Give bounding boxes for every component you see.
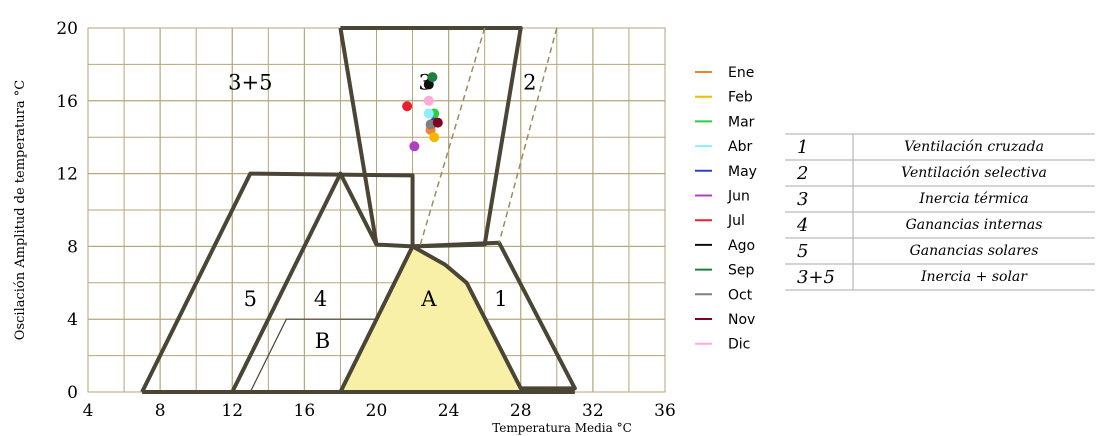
data-point	[409, 141, 420, 152]
legend-label: Oct	[728, 287, 753, 303]
table-number: 3+5	[797, 267, 835, 288]
data-point	[429, 132, 440, 143]
zone-label: A	[420, 287, 437, 311]
zone-outline	[140, 171, 415, 393]
x-tick-label: 36	[654, 401, 676, 421]
legend-label: Dic	[728, 337, 750, 353]
x-tick-label: 8	[155, 401, 166, 421]
x-tick-label: 4	[83, 401, 94, 421]
y-tick-label: 20	[56, 19, 78, 39]
legend-label: Abr	[728, 139, 752, 155]
data-point	[423, 108, 434, 119]
table-description: Ventilación selectiva	[901, 165, 1047, 181]
zone-outline	[419, 27, 486, 247]
x-axis-label: Temperatura Media °C	[492, 421, 632, 435]
table-description: Inercia térmica	[918, 191, 1028, 207]
legend-label: May	[728, 164, 757, 180]
legend-label: Feb	[728, 90, 753, 106]
x-tick-label: 32	[582, 401, 604, 421]
data-point	[402, 101, 413, 112]
data-point	[427, 72, 438, 83]
zone-label: 5	[244, 287, 257, 311]
zone-label: 4	[314, 287, 327, 311]
zone-label: 2	[523, 71, 536, 95]
y-tick-label: 16	[56, 92, 78, 112]
y-tick-label: 4	[67, 310, 78, 330]
table-description: Inercia + solar	[920, 269, 1028, 285]
x-tick-label: 24	[438, 401, 460, 421]
legend-label: Jun	[727, 189, 750, 205]
legend-label: Ene	[728, 65, 754, 81]
table-number: 5	[797, 241, 808, 262]
x-tick-label: 16	[294, 401, 316, 421]
y-axis-label: Oscilación Amplitud de temperatura °C	[13, 80, 28, 340]
table-number: 3	[797, 189, 808, 210]
data-point	[423, 95, 434, 106]
table-description: Ganancias solares	[910, 243, 1039, 259]
zone-outline	[498, 27, 558, 243]
zone-outline	[249, 318, 377, 393]
x-tick-label: 28	[510, 401, 532, 421]
table-number: 4	[796, 215, 808, 236]
y-tick-label: 12	[56, 165, 78, 185]
table-number: 1	[797, 137, 808, 158]
zone-outline	[230, 171, 379, 393]
legend-label: Nov	[728, 312, 755, 328]
legend-label: Sep	[728, 263, 755, 279]
x-tick-label: 12	[221, 401, 243, 421]
x-tick-label: 20	[366, 401, 388, 421]
legend-label: Mar	[728, 114, 755, 130]
table-number: 2	[796, 163, 808, 184]
data-point	[432, 117, 443, 128]
table-description: Ganancias internas	[906, 217, 1043, 233]
table-description: Ventilación cruzada	[904, 139, 1044, 155]
y-tick-label: 0	[67, 383, 78, 403]
y-tick-label: 8	[67, 237, 78, 257]
legend-label: Jul	[727, 213, 745, 229]
legend-label: Ago	[728, 238, 755, 254]
comfort-zone	[340, 246, 521, 392]
zone-label: B	[315, 329, 330, 353]
zone-label: 3+5	[228, 71, 272, 95]
zone-label: 1	[494, 287, 507, 311]
